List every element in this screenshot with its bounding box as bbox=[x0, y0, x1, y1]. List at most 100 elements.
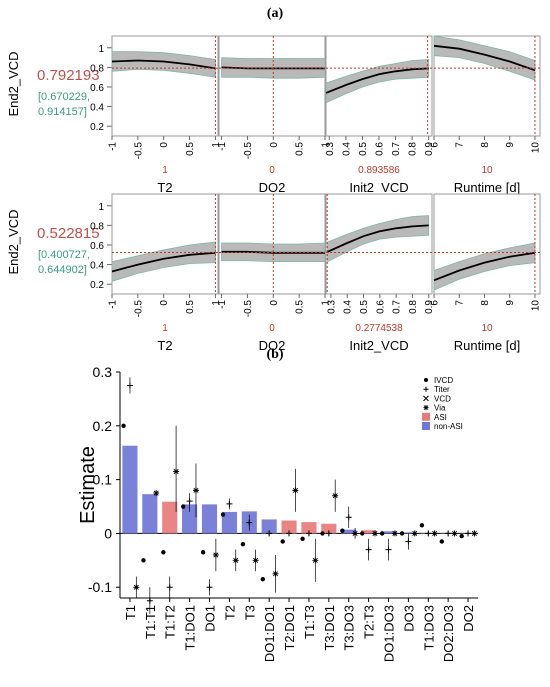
category-label: T3:DO3 bbox=[342, 605, 357, 651]
x-tick-label: -1 bbox=[217, 300, 228, 309]
via-marker bbox=[272, 570, 279, 577]
point-titer bbox=[246, 514, 253, 531]
ivcd-marker bbox=[300, 536, 305, 542]
point-via bbox=[451, 530, 458, 537]
x-tick-label: 0 bbox=[159, 142, 170, 148]
point-titer bbox=[325, 530, 332, 537]
category-label: T1:T2 bbox=[163, 605, 178, 639]
point-ivcd bbox=[240, 541, 246, 547]
via-marker bbox=[173, 468, 180, 475]
point-ivcd bbox=[300, 536, 305, 542]
y-tick-label: -0.1 bbox=[88, 579, 112, 595]
point-via bbox=[173, 425, 180, 512]
via-marker bbox=[352, 530, 359, 537]
ivcd-marker bbox=[439, 539, 445, 544]
ivcd-marker bbox=[181, 504, 186, 509]
x-tick-label: 0.4 bbox=[343, 300, 354, 314]
ivcd-marker bbox=[280, 539, 285, 544]
bar-t1 bbox=[122, 445, 138, 534]
titer-marker bbox=[126, 382, 133, 389]
plot-frame bbox=[218, 35, 326, 137]
point-via bbox=[471, 530, 478, 537]
category-label: T1:DO1 bbox=[183, 605, 198, 651]
point-titer bbox=[286, 530, 293, 537]
x-tick-label: 0.6 bbox=[375, 142, 386, 156]
point-titer bbox=[166, 576, 173, 598]
factor-name: T2 bbox=[157, 180, 172, 195]
point-ivcd bbox=[360, 531, 365, 536]
factor-name: Runtime [d] bbox=[454, 180, 520, 195]
point-titer bbox=[206, 579, 213, 596]
x-tick-label: 8 bbox=[480, 300, 491, 306]
bar-t2-t3 bbox=[361, 530, 377, 534]
titer-marker bbox=[186, 498, 193, 505]
via-marker bbox=[451, 530, 458, 537]
factor-name: DO2 bbox=[259, 338, 286, 353]
via-marker bbox=[212, 551, 219, 558]
point-via bbox=[133, 576, 140, 598]
x-tick-label: 1 bbox=[321, 300, 332, 306]
y-tick-label: 0.3 bbox=[93, 364, 113, 380]
ivcd-marker bbox=[220, 512, 226, 517]
legend-item-ivcd: IVCD bbox=[424, 376, 453, 385]
profile-plot-4: 6 7 8 9 10 10 Runtime [d] bbox=[430, 35, 541, 195]
factor-name: Runtime [d] bbox=[454, 338, 520, 353]
via-marker bbox=[411, 530, 418, 537]
point-ivcd bbox=[280, 539, 285, 544]
via-marker bbox=[292, 487, 299, 494]
legend-swatch bbox=[422, 412, 430, 421]
category-label: T1:DO3 bbox=[421, 605, 436, 651]
via-marker bbox=[371, 530, 378, 537]
point-titer bbox=[186, 493, 193, 512]
x-tick-label: 0.5 bbox=[185, 142, 196, 156]
x-tick-label: -1 bbox=[217, 142, 228, 151]
bar-do1-do3 bbox=[380, 531, 397, 534]
point-via bbox=[192, 463, 199, 518]
factor-current-value: 0.2774538 bbox=[355, 323, 403, 334]
y-tick-label: 0.4 bbox=[90, 261, 104, 272]
via-marker bbox=[332, 492, 339, 499]
plot-frame bbox=[111, 35, 219, 137]
x-tick-label: 0.5 bbox=[295, 142, 306, 156]
profile-plot-1: -1 -0.5 0 0.5 1 1 T2 bbox=[108, 35, 222, 195]
point-via bbox=[352, 528, 359, 539]
point-titer bbox=[226, 498, 233, 510]
factor-current-value: 1 bbox=[162, 165, 168, 176]
bar-t2-do1 bbox=[281, 520, 297, 534]
point-ivcd bbox=[260, 576, 266, 582]
via-marker bbox=[232, 557, 239, 564]
y-tick-label: 0.8 bbox=[90, 63, 104, 74]
profile-plot-3: 0.3 0.4 0.5 0.6 0.7 0.8 0.9 0.893586 Init2_VCD bbox=[325, 35, 435, 195]
point-ivcd bbox=[181, 504, 186, 509]
bar-t1-t1 bbox=[142, 494, 158, 534]
panel-a-label: (a) bbox=[267, 6, 284, 21]
x-tick-label: 0.8 bbox=[408, 142, 419, 156]
prediction-curve bbox=[433, 251, 536, 282]
point-via bbox=[232, 549, 239, 572]
via-marker bbox=[192, 487, 199, 494]
x-tick-label: 9 bbox=[505, 142, 516, 148]
x-tick-label: 0.8 bbox=[408, 300, 419, 314]
point-via bbox=[252, 549, 259, 572]
x-tick-label: 0.5 bbox=[359, 300, 370, 314]
via-marker bbox=[391, 530, 398, 537]
point-ivcd bbox=[220, 512, 226, 517]
x-tick-label: 10 bbox=[530, 300, 541, 312]
x-tick-label: 6 bbox=[430, 300, 441, 306]
point-ivcd bbox=[399, 531, 405, 536]
prediction-curve bbox=[325, 67, 429, 94]
category-label: T1 bbox=[123, 605, 138, 620]
x-tick-label: 1 bbox=[211, 300, 222, 306]
legend-label: IVCD bbox=[434, 376, 453, 385]
titer-marker bbox=[226, 500, 233, 507]
via-marker bbox=[471, 530, 478, 537]
factor-current-value: 10 bbox=[481, 323, 493, 334]
point-via bbox=[312, 538, 319, 582]
via-marker bbox=[431, 530, 438, 537]
category-label: T2:T3 bbox=[362, 605, 377, 639]
x-tick-label: 0.5 bbox=[358, 142, 369, 156]
ivcd-marker bbox=[360, 531, 365, 536]
profile-plot-2: -1 -0.5 0 0.5 1 0 DO2 bbox=[217, 193, 332, 353]
via-marker bbox=[133, 584, 140, 591]
point-ivcd bbox=[141, 558, 146, 563]
